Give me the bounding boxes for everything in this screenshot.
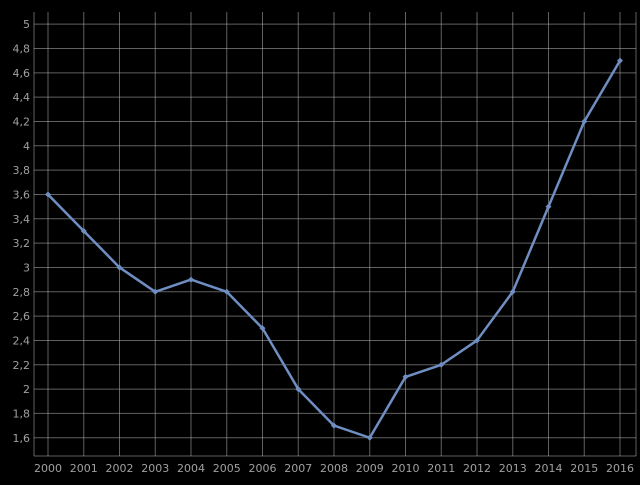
x-axis-tick-labels: 2000 2001 2002 2003 2004 2005 2006 2007 2008 2009… <box>34 462 634 475</box>
data-point <box>259 325 266 332</box>
x-tick-label: 2015 <box>570 462 598 475</box>
x-tick-label: 2000 <box>34 462 62 475</box>
y-tick-label: 2 <box>23 383 30 396</box>
data-point <box>295 386 302 393</box>
y-tick-label: 2,8 <box>13 286 31 299</box>
x-tick-label: 2011 <box>427 462 455 475</box>
x-tick-label: 2009 <box>356 462 384 475</box>
y-tick-label: 4,6 <box>13 67 31 80</box>
y-tick-label: 3 <box>23 261 30 274</box>
data-point <box>331 422 337 429</box>
data-point <box>474 337 480 344</box>
x-tick-label: 2004 <box>177 462 205 475</box>
data-point <box>116 264 123 271</box>
x-tick-label: 2010 <box>392 462 420 475</box>
y-tick-label: 3,4 <box>13 213 31 226</box>
data-point <box>45 191 51 198</box>
x-tick-label: 2001 <box>70 462 98 475</box>
data-point <box>509 288 516 295</box>
y-tick-label: 1,8 <box>13 407 31 420</box>
x-tick-label: 2008 <box>320 462 348 475</box>
data-point <box>366 434 373 441</box>
x-tick-label: 2005 <box>213 462 241 475</box>
y-tick-label: 5 <box>23 18 30 31</box>
data-point <box>80 227 87 234</box>
x-tick-label: 2014 <box>535 462 563 475</box>
data-point <box>438 361 445 368</box>
x-tick-label: 2012 <box>463 462 491 475</box>
y-axis-tick-labels: 1,6 1,8 2 2,2 2,4 2,6 2,8 3 3,2 3,4 3,6 3,8 4 4,2 4,4 4… <box>13 18 31 445</box>
data-point <box>188 276 194 283</box>
y-tick-label: 4,8 <box>13 42 31 55</box>
data-point <box>545 203 552 210</box>
data-point <box>223 288 230 295</box>
x-tick-label: 2006 <box>249 462 277 475</box>
x-tick-label: 2016 <box>606 462 634 475</box>
series-layer <box>45 57 623 441</box>
y-tick-label: 4 <box>23 140 30 153</box>
y-tick-label: 2,6 <box>13 310 31 323</box>
data-point <box>617 57 623 64</box>
y-tick-label: 4,2 <box>13 115 31 128</box>
y-tick-label: 3,8 <box>13 164 31 177</box>
data-point <box>581 118 588 125</box>
y-tick-label: 1,6 <box>13 432 31 445</box>
y-tick-label: 2,2 <box>13 359 31 372</box>
y-tick-label: 3,2 <box>13 237 31 250</box>
y-tick-label: 4,4 <box>13 91 31 104</box>
y-tick-label: 3,6 <box>13 188 31 201</box>
x-tick-label: 2002 <box>106 462 134 475</box>
x-tick-label: 2013 <box>499 462 527 475</box>
data-point <box>402 373 409 380</box>
data-point <box>152 288 159 295</box>
grid <box>33 12 637 457</box>
x-tick-label: 2007 <box>284 462 312 475</box>
x-tick-label: 2003 <box>141 462 169 475</box>
y-tick-label: 2,4 <box>13 334 31 347</box>
